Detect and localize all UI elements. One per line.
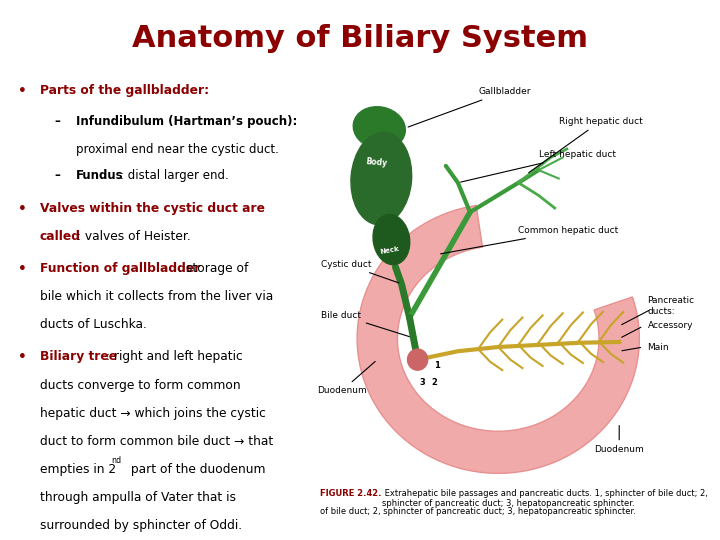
Text: hepatic duct → which joins the cystic: hepatic duct → which joins the cystic [40,407,266,420]
Text: of bile duct; 2, sphincter of pancreatic duct; 3, hepatopancreatic sphincter.: of bile duct; 2, sphincter of pancreatic… [320,507,636,516]
Ellipse shape [354,107,405,149]
Text: Common hepatic duct: Common hepatic duct [441,226,618,254]
Text: called: called [40,230,81,242]
Text: Main: Main [647,342,669,352]
Text: 2: 2 [432,378,438,387]
Text: •: • [18,262,27,276]
Text: empties in 2: empties in 2 [40,463,116,476]
Text: 1: 1 [433,361,440,370]
Text: 3: 3 [420,378,426,387]
Text: duct to form common bile duct → that: duct to form common bile duct → that [40,435,273,448]
Text: Infundibulum (Hartman’s pouch):: Infundibulum (Hartman’s pouch): [76,114,297,127]
Ellipse shape [373,214,410,265]
Text: : storage of: : storage of [178,262,248,275]
Text: Accessory: Accessory [647,321,693,330]
Text: ducts of Luschka.: ducts of Luschka. [40,318,146,331]
Text: Fundus: Fundus [351,92,384,107]
Text: Parts of the gallbladder:: Parts of the gallbladder: [40,84,209,97]
Text: Fundus: Fundus [76,170,123,183]
Polygon shape [357,205,639,474]
Text: through ampulla of Vater that is: through ampulla of Vater that is [40,491,235,504]
Text: : distal larger end.: : distal larger end. [120,170,229,183]
Text: ducts converge to form common: ducts converge to form common [40,379,240,392]
Text: Neck: Neck [379,246,400,255]
Text: •: • [18,201,27,215]
Ellipse shape [408,349,428,370]
Text: Duodenum: Duodenum [317,361,375,395]
Text: Bile duct: Bile duct [321,310,413,338]
Text: •: • [18,350,27,365]
Text: Extrahepatic bile passages and pancreatic ducts. 1, sphincter of bile duct; 2, s: Extrahepatic bile passages and pancreati… [382,489,708,508]
Text: surrounded by sphincter of Oddi.: surrounded by sphincter of Oddi. [40,519,242,532]
Text: nd: nd [112,456,122,465]
Text: Cystic duct: Cystic duct [321,260,399,283]
Text: Valves within the cystic duct are: Valves within the cystic duct are [40,201,265,214]
Text: Function of gallbladder: Function of gallbladder [40,262,200,275]
Text: Gallbladder: Gallbladder [408,87,531,127]
Text: Pancreatic
ducts:: Pancreatic ducts: [647,296,695,316]
Text: Duodenum: Duodenum [594,426,644,454]
Text: bile which it collects from the liver via: bile which it collects from the liver vi… [40,290,273,303]
Text: –: – [54,170,60,183]
Text: Body: Body [365,157,387,168]
Text: Anatomy of Biliary System: Anatomy of Biliary System [132,24,588,53]
Text: –: – [54,114,60,127]
Text: Right hepatic duct: Right hepatic duct [528,117,642,173]
Ellipse shape [351,132,412,225]
Text: part of the duodenum: part of the duodenum [127,463,266,476]
Text: Biliary tree: Biliary tree [40,350,117,363]
Text: : right and left hepatic: : right and left hepatic [106,350,243,363]
Text: FIGURE 2.42.: FIGURE 2.42. [320,489,382,498]
Text: : valves of Heister.: : valves of Heister. [77,230,191,242]
Text: Left hepatic duct: Left hepatic duct [461,151,616,182]
Text: •: • [18,84,27,98]
Text: proximal end near the cystic duct.: proximal end near the cystic duct. [76,143,279,156]
